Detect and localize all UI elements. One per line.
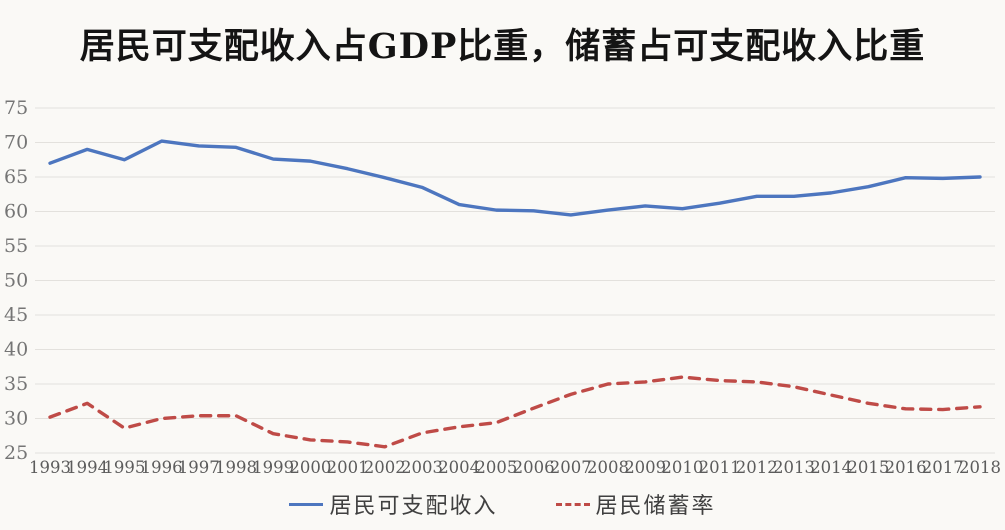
legend-item-savings-rate: 居民储蓄率 xyxy=(555,488,716,520)
legend-label-savings-rate: 居民储蓄率 xyxy=(595,494,716,519)
x-axis-tick-label: 2008 xyxy=(587,458,629,477)
x-axis-tick-label: 2011 xyxy=(699,458,741,477)
y-axis-tick-label: 55 xyxy=(4,235,28,257)
y-axis-tick-label: 60 xyxy=(4,201,28,223)
y-axis-tick-label: 65 xyxy=(4,166,28,188)
x-axis-tick-label: 2016 xyxy=(885,458,927,477)
x-axis-tick-label: 2014 xyxy=(810,458,852,477)
y-axis-tick-label: 70 xyxy=(4,132,28,154)
x-axis-tick-label: 1993 xyxy=(29,458,71,477)
y-axis-tick-label: 45 xyxy=(4,304,28,326)
x-axis-tick-label: 1996 xyxy=(141,458,183,477)
y-axis-tick-label: 25 xyxy=(4,442,28,464)
y-axis-tick-label: 50 xyxy=(4,270,28,292)
x-axis-tick-label: 2005 xyxy=(475,458,517,477)
x-axis-tick-label: 2001 xyxy=(327,458,369,477)
legend-solid-line-icon xyxy=(289,502,324,506)
x-axis-tick-label: 2015 xyxy=(847,458,889,477)
x-axis-tick-label: 1998 xyxy=(215,458,257,477)
x-axis-tick-label: 2003 xyxy=(401,458,443,477)
x-axis-tick-label: 2018 xyxy=(959,458,1001,477)
y-axis-tick-label: 40 xyxy=(4,339,28,361)
legend-item-disposable-income: 居民可支配收入 xyxy=(289,488,497,520)
x-axis-tick-label: 2012 xyxy=(736,458,778,477)
x-axis-tick-label: 2013 xyxy=(773,458,815,477)
x-axis-tick-label: 2010 xyxy=(661,458,703,477)
x-axis-tick-label: 1997 xyxy=(178,458,220,477)
legend-label-disposable-income: 居民可支配收入 xyxy=(329,494,498,519)
x-axis-tick-label: 2000 xyxy=(289,458,331,477)
x-axis-tick-label: 2002 xyxy=(364,458,406,477)
x-axis-tick-label: 2007 xyxy=(550,458,592,477)
chart-title: 居民可支配收入占GDP比重，储蓄占可支配收入比重 xyxy=(79,26,926,67)
legend: 居民可支配收入 居民储蓄率 xyxy=(0,488,1005,520)
y-axis-tick-label: 75 xyxy=(4,97,28,119)
series-line-savings-rate xyxy=(48,375,982,449)
x-axis-tick-label: 2009 xyxy=(624,458,666,477)
x-axis-tick-label: 2006 xyxy=(513,458,555,477)
x-axis-tick-label: 2017 xyxy=(922,458,964,477)
x-axis-tick-label: 2004 xyxy=(438,458,480,477)
x-axis-tick-label: 1994 xyxy=(66,458,108,477)
y-axis-tick-label: 30 xyxy=(4,408,28,430)
y-axis-tick-label: 35 xyxy=(4,373,28,395)
x-axis-tick-label: 1995 xyxy=(103,458,145,477)
series-line-disposable-income xyxy=(48,139,982,217)
x-axis-tick-label: 1999 xyxy=(252,458,294,477)
legend-dashed-line-icon xyxy=(555,502,590,506)
